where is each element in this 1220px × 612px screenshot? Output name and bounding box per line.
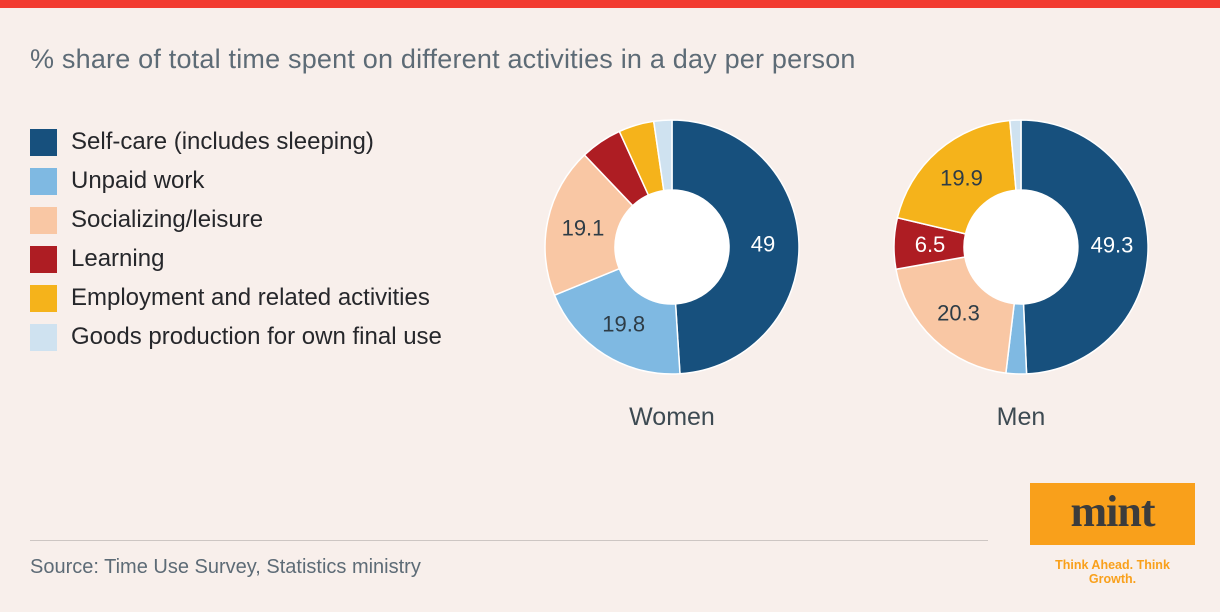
legend-label: Goods production for own final use (71, 323, 442, 350)
legend-item-socializing-leisure: Socializing/leisure (30, 206, 442, 234)
slice-value-label: 19.1 (562, 216, 605, 241)
donut-slice-goods-production-for-own-final-use (652, 119, 673, 192)
donut-slice-self-care-includes-sleeping (1020, 119, 1149, 375)
donut-chart-women: 49 19.8 19.1 Women (537, 112, 807, 432)
page-title: % share of total time spent on different… (30, 44, 856, 74)
mint-logo-text: mint (1070, 487, 1156, 536)
slice-value-label: 19.9 (940, 166, 983, 191)
donut-slice-goods-production-for-own-final-use (1009, 119, 1022, 191)
mint-logo: mint (1030, 483, 1195, 545)
legend-label: Unpaid work (71, 167, 205, 194)
slice-value-label: 49 (751, 232, 775, 257)
slice-value-label: 49.3 (1091, 233, 1134, 258)
legend-label: Learning (71, 245, 165, 272)
donut-slice-unpaid-work (553, 267, 681, 375)
source-note: Source: Time Use Survey, Statistics mini… (30, 556, 421, 578)
chart-caption-women: Women (629, 403, 715, 431)
donut-slice-self-care-includes-sleeping (671, 119, 800, 375)
legend-swatch (30, 245, 57, 273)
donut-slice-socializing-leisure (895, 256, 1015, 374)
slice-value-label: 6.5 (915, 232, 946, 257)
legend-item-goods-production-for-own-final-use: Goods production for own final use (30, 323, 442, 351)
top-accent-bar (0, 0, 1220, 8)
legend-label: Employment and related activities (71, 284, 430, 311)
legend-item-learning: Learning (30, 245, 442, 273)
slice-value-label: 20.3 (937, 301, 980, 326)
donut-svg-men: 49.3 20.3 6.5 19.9 (893, 119, 1149, 375)
mint-tagline: Think Ahead. Think Growth. (1055, 558, 1170, 586)
legend: Self-care (includes sleeping) Unpaid work… (30, 128, 442, 351)
legend-swatch (30, 206, 57, 234)
legend-swatch (30, 284, 57, 312)
slice-value-label: 19.8 (602, 312, 645, 337)
donut-slice-socializing-leisure (544, 154, 634, 296)
footer-divider (30, 540, 988, 541)
legend-swatch (30, 167, 57, 195)
legend-item-self-care-includes-sleeping: Self-care (includes sleeping) (30, 128, 442, 156)
legend-label: Socializing/leisure (71, 206, 264, 233)
donut-svg-women: 49 19.8 19.1 (544, 119, 800, 375)
donut-chart-men: 49.3 20.3 6.5 19.9 Men (886, 112, 1156, 432)
chart-caption-men: Men (996, 403, 1046, 431)
legend-label: Self-care (includes sleeping) (71, 128, 374, 155)
donut-slice-employment-and-related-activities (896, 119, 1017, 235)
legend-swatch (30, 323, 57, 351)
donut-hole (614, 189, 730, 305)
legend-swatch (30, 128, 57, 156)
donut-hole (963, 189, 1079, 305)
legend-item-employment-and-related-activities: Employment and related activities (30, 284, 442, 312)
legend-item-unpaid-work: Unpaid work (30, 167, 442, 195)
